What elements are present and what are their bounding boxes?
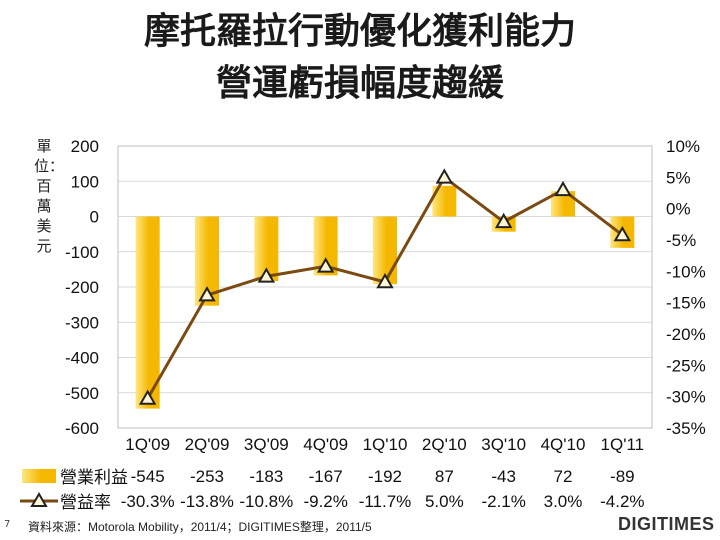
chart-title-line1: 摩托羅拉行動優化獲利能力 (143, 11, 576, 52)
page-number: 7 (4, 519, 11, 530)
y-left-tick-label: -200 (65, 278, 99, 297)
line-point-1Q'09 (138, 389, 157, 405)
legend-swatch-bar (22, 469, 56, 483)
bar-value-label: 72 (554, 467, 573, 486)
line-value-label: -10.8% (239, 492, 293, 511)
bar-1Q'09 (135, 216, 160, 409)
line-point-4Q'10 (554, 180, 572, 197)
bar-value-label: -167 (309, 467, 343, 486)
y-left-tick-label: -300 (65, 313, 99, 332)
brand-logo: DIGITIMES (618, 514, 715, 534)
bar-3Q'09 (254, 216, 279, 282)
y-right-tick-label: -5% (666, 231, 696, 250)
source-note: 資料來源：Motorola Mobility，2011/4；DIGITIMES整… (28, 520, 372, 534)
line-value-label: -30.3% (121, 492, 175, 511)
bar-value-label: -43 (491, 467, 516, 486)
bar-1Q'10 (373, 216, 397, 285)
line-point-3Q'10 (494, 212, 513, 229)
line-point-3Q'09 (257, 267, 276, 283)
plot-border (117, 145, 653, 429)
legend-label-bar: 營業利益 (60, 468, 128, 487)
line-point-1Q'10 (376, 272, 394, 289)
x-category-label: 2Q'10 (422, 435, 467, 454)
legend-swatch-marker (30, 492, 48, 507)
y-right-tick-label: -20% (666, 325, 706, 344)
y-right-tick-label: -35% (666, 419, 706, 438)
x-category-label: 3Q'09 (244, 435, 289, 454)
x-category-label: 2Q'09 (185, 435, 230, 454)
x-category-label: 1Q'10 (363, 435, 408, 454)
line-point-4Q'09 (316, 257, 335, 273)
y-left-tick-label: -100 (65, 243, 99, 262)
line-value-label: -2.1% (481, 492, 525, 511)
line-value-label: 5.0% (425, 492, 464, 511)
y-left-tick-label: 200 (71, 137, 99, 156)
line-point-2Q'09 (198, 286, 216, 302)
y-left-tick-label: 100 (71, 172, 99, 191)
line-value-label: -13.8% (180, 492, 234, 511)
y-right-tick-label: 0% (666, 200, 691, 219)
bar-value-label: -253 (190, 467, 224, 486)
y-right-tick-label: -10% (666, 262, 706, 281)
x-category-label: 1Q'09 (125, 435, 170, 454)
line-value-label: -9.2% (303, 492, 347, 511)
bar-value-label: -89 (610, 467, 635, 486)
x-category-label: 4Q'09 (303, 435, 348, 454)
line-value-label: -11.7% (359, 492, 412, 511)
bar-value-label: -192 (368, 467, 402, 486)
bar-value-label: -183 (249, 467, 283, 486)
y-left-tick-label: -400 (65, 349, 99, 368)
y-left-tick-label: -600 (65, 419, 99, 438)
line-point-2Q'10 (435, 168, 454, 184)
y-left-tick-label: -500 (65, 384, 99, 403)
y-right-tick-label: 10% (666, 137, 700, 156)
x-category-label: 1Q'11 (601, 435, 645, 454)
line-point-1Q'11 (613, 225, 632, 242)
bar-value-label: -545 (131, 467, 165, 486)
y-right-tick-label: -30% (666, 388, 706, 407)
line-value-label: 3.0% (544, 492, 583, 511)
y-right-tick-label: -15% (666, 294, 706, 313)
y-right-tick-label: 5% (666, 168, 691, 187)
x-category-label: 3Q'10 (481, 435, 526, 454)
chart-title-line2: 營運虧損幅度趨緩 (215, 63, 504, 104)
bar-value-label: 87 (435, 467, 454, 486)
y-left-tick-label: 0 (90, 208, 99, 227)
y-right-tick-label: -25% (666, 356, 706, 375)
legend-label-line: 營益率 (60, 493, 111, 512)
x-category-label: 4Q'10 (541, 435, 586, 454)
line-value-label: -4.2% (600, 492, 644, 511)
